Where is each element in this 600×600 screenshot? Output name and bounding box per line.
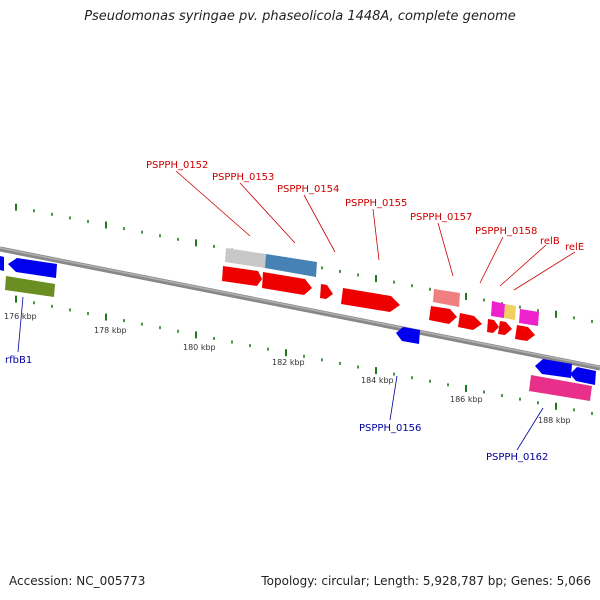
label-rfbb1[interactable]: rfbB1 <box>5 296 32 366</box>
genome-summary-text: Topology: circular; Length: 5,928,787 bp… <box>261 574 591 588</box>
map-title: Pseudomonas syringae pv. phaseolicola 14… <box>84 9 516 24</box>
label-pspph-0152[interactable]: PSPPH_0152 <box>146 160 251 237</box>
gene-track-cds <box>222 266 535 341</box>
ruler-labels: 176 kbp 178 kbp 180 kbp 182 kbp 184 kbp … <box>4 312 571 425</box>
svg-text:PSPPH_0156: PSPPH_0156 <box>359 423 421 434</box>
gene-rele[interactable] <box>519 309 539 326</box>
ruler-label-186kbp: 186 kbp <box>450 395 483 404</box>
gene-pspph-0162[interactable] <box>529 375 592 401</box>
gene-labels-top: PSPPH_0152 PSPPH_0153 PSPPH_0154 PSPPH_0… <box>146 160 584 291</box>
ruler-label-178kbp: 178 kbp <box>94 326 127 335</box>
gene-pspph-0158[interactable] <box>491 301 505 318</box>
cds-rele[interactable] <box>498 321 512 335</box>
gene-pspph-0156[interactable] <box>396 327 420 344</box>
svg-text:PSPPH_0158: PSPPH_0158 <box>475 226 537 237</box>
label-pspph-0155[interactable]: PSPPH_0155 <box>345 198 407 261</box>
gene-relb[interactable] <box>504 304 516 320</box>
label-pspph-0153[interactable]: PSPPH_0153 <box>212 172 296 244</box>
gene-blue-left[interactable] <box>8 258 57 278</box>
gene-rfbb1-forward[interactable] <box>5 276 55 297</box>
svg-text:PSPPH_0154: PSPPH_0154 <box>277 184 339 195</box>
gene-track-upper <box>0 248 539 326</box>
cds-pspph-0155[interactable] <box>341 288 400 312</box>
ruler-label-176kbp: 176 kbp <box>4 312 37 321</box>
cds-rele-2[interactable] <box>515 325 535 341</box>
label-relb[interactable]: relB <box>499 236 560 287</box>
svg-text:relB: relB <box>540 236 560 247</box>
ruler-label-182kbp: 182 kbp <box>272 358 305 367</box>
gene-blue-left-top[interactable] <box>0 256 4 271</box>
label-pspph-0157[interactable]: PSPPH_0157 <box>410 212 472 277</box>
svg-text:PSPPH_0157: PSPPH_0157 <box>410 212 472 223</box>
gene-track-reverse <box>396 327 596 401</box>
ruler-label-188kbp: 188 kbp <box>538 416 571 425</box>
svg-text:PSPPH_0162: PSPPH_0162 <box>486 452 548 463</box>
gene-pspph-0153[interactable] <box>265 254 317 277</box>
label-pspph-0158[interactable]: PSPPH_0158 <box>475 226 537 284</box>
gene-pspph-0157[interactable] <box>433 289 460 307</box>
ruler-label-184kbp: 184 kbp <box>361 376 394 385</box>
gene-pspph-0152[interactable] <box>225 248 266 268</box>
accession-text: Accession: NC_005773 <box>9 574 146 588</box>
svg-text:PSPPH_0155: PSPPH_0155 <box>345 198 407 209</box>
cds-relb[interactable] <box>487 319 499 333</box>
cds-pspph-0158[interactable] <box>458 313 482 330</box>
genome-backbone <box>0 246 600 371</box>
cds-pspph-0153[interactable] <box>262 272 312 295</box>
svg-text:PSPPH_0152: PSPPH_0152 <box>146 160 208 171</box>
cds-pspph-0154[interactable] <box>320 284 333 299</box>
label-pspph-0154[interactable]: PSPPH_0154 <box>277 184 339 253</box>
ruler-ticks-bottom <box>15 295 593 415</box>
svg-text:PSPPH_0153: PSPPH_0153 <box>212 172 274 183</box>
gene-labels-bottom: rfbB1 PSPPH_0156 PSPPH_0162 <box>5 296 548 463</box>
cds-pspph-0152[interactable] <box>222 266 262 286</box>
ruler-label-180kbp: 180 kbp <box>183 343 216 352</box>
svg-text:rfbB1: rfbB1 <box>5 355 32 366</box>
cds-pspph-0157[interactable] <box>429 306 457 324</box>
label-rele[interactable]: relE <box>513 242 584 291</box>
label-pspph-0162[interactable]: PSPPH_0162 <box>486 407 548 463</box>
gene-blue-right-1[interactable] <box>535 359 572 378</box>
genome-backbone-highlight <box>0 247 600 368</box>
label-pspph-0156[interactable]: PSPPH_0156 <box>359 375 421 434</box>
gene-blue-right-2[interactable] <box>570 367 596 385</box>
svg-text:relE: relE <box>565 242 584 253</box>
